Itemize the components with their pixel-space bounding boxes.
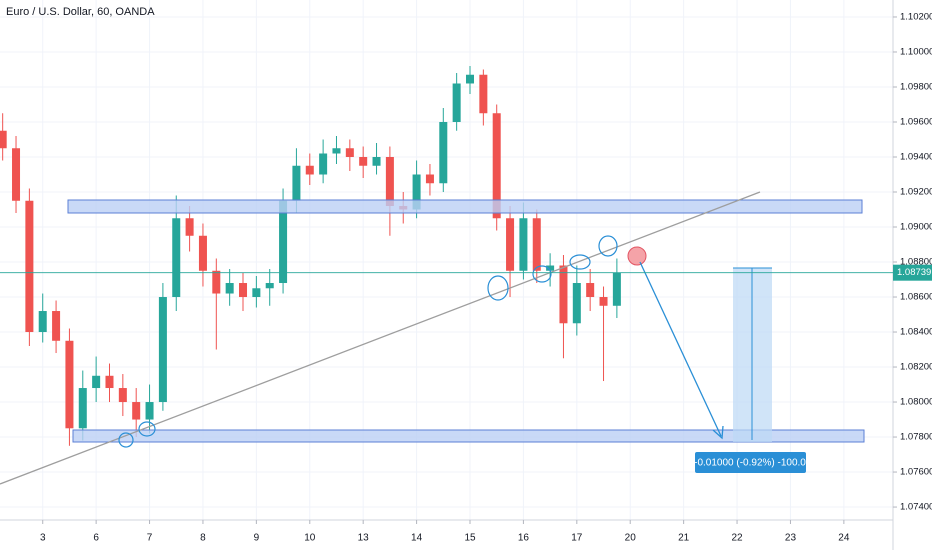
- y-tick-label: 1.10000: [900, 46, 932, 57]
- marker: [532, 265, 552, 283]
- marker: [138, 421, 156, 437]
- y-tick-label: 1.09200: [900, 187, 932, 198]
- candle-body: [225, 283, 234, 294]
- x-tick-label: 14: [411, 533, 423, 544]
- x-tick-label: 21: [678, 533, 690, 544]
- marker: [569, 254, 591, 270]
- candle-body: [212, 270, 221, 294]
- candle-body: [532, 218, 541, 271]
- candle-body: [385, 156, 394, 207]
- x-tick-label: 13: [358, 533, 370, 544]
- trend-line: [0, 191, 761, 485]
- x-tick-label: 9: [254, 533, 260, 544]
- candle-body: [372, 156, 381, 166]
- candle-body: [239, 283, 248, 298]
- target-circle: [627, 246, 647, 266]
- candle-body: [546, 265, 555, 271]
- candle-body: [132, 402, 141, 420]
- candle-body: [559, 265, 568, 324]
- candle-body: [12, 148, 21, 201]
- candle-body: [0, 130, 7, 149]
- x-tick-label: 23: [785, 533, 797, 544]
- candle-body: [185, 218, 194, 236]
- axes: 1.10200 1.10000 1.09800 1.09600 1.09400 1.092…: [0, 11, 932, 544]
- candle-body: [412, 174, 421, 210]
- last-price-box: [893, 264, 932, 281]
- candle-body: [586, 283, 595, 298]
- resistance-zone: [67, 199, 863, 214]
- y-tick-label: 1.07400: [900, 502, 932, 513]
- y-tick-label: 1.07800: [900, 432, 932, 443]
- candle-body: [279, 200, 288, 284]
- x-tick-label: 20: [625, 533, 637, 544]
- candle-body: [38, 311, 47, 333]
- candle-body: [452, 83, 461, 122]
- x-tick-label: 10: [304, 533, 316, 544]
- x-tick-label: 7: [147, 533, 153, 544]
- candle-body: [25, 200, 34, 333]
- candle-body: [439, 121, 448, 184]
- candle-body: [479, 74, 488, 114]
- measure-label-box: [695, 452, 806, 473]
- last-price-label: 1.08739: [897, 267, 931, 278]
- markers: [118, 235, 618, 448]
- candle-body: [359, 156, 368, 166]
- y-tick-label: 1.09600: [900, 117, 932, 128]
- y-tick-label: 1.08800: [900, 257, 932, 268]
- candle-body: [158, 297, 167, 403]
- candle-body: [252, 288, 261, 298]
- candle-body: [172, 218, 181, 298]
- candle-body: [92, 375, 101, 389]
- candle-body: [65, 340, 74, 429]
- y-tick-label: 1.08400: [900, 327, 932, 338]
- marker: [118, 432, 134, 448]
- candle-body: [612, 272, 621, 306]
- y-tick-label: 1.08200: [900, 362, 932, 373]
- candle-body: [305, 165, 314, 175]
- y-tick-label: 1.09800: [900, 82, 932, 93]
- candle-body: [465, 74, 475, 84]
- candle-body: [292, 165, 301, 201]
- x-tick-label: 17: [571, 533, 583, 544]
- candle-body: [519, 218, 528, 271]
- y-tick-label: 1.09000: [900, 222, 932, 233]
- candle-body: [145, 402, 154, 420]
- candle-body: [265, 283, 274, 289]
- candle-body: [332, 148, 341, 154]
- marker: [598, 235, 618, 257]
- chart-title: Euro / U.S. Dollar, 60, OANDA: [6, 6, 155, 18]
- x-tick-label: 16: [518, 533, 530, 544]
- y-tick-label: 1.10200: [900, 11, 932, 22]
- candle-body: [319, 153, 328, 175]
- candle-body: [118, 388, 127, 403]
- marker: [487, 275, 509, 301]
- x-tick-label: 8: [200, 533, 206, 544]
- candle-body: [198, 235, 207, 271]
- y-tick-label: 1.07600: [900, 467, 932, 478]
- x-tick-label: 15: [464, 533, 476, 544]
- candle-body: [506, 218, 515, 271]
- x-tick-label: 3: [40, 533, 46, 544]
- y-tick-label: 1.08600: [900, 292, 932, 303]
- candle-body: [52, 311, 61, 341]
- x-tick-label: 22: [731, 533, 743, 544]
- candle-body: [425, 174, 434, 184]
- x-tick-label: 24: [838, 533, 850, 544]
- measure-label: -0.01000 (-0.92%) -100.0: [694, 458, 806, 469]
- candle-body: [78, 388, 87, 429]
- x-tick-label: 6: [93, 533, 99, 544]
- y-tick-label: 1.08000: [900, 397, 932, 408]
- support-zone: [72, 429, 865, 443]
- candle-body: [105, 375, 114, 389]
- arrow-head: [712, 425, 724, 440]
- candle-body: [492, 113, 501, 219]
- candle-body: [599, 297, 608, 306]
- y-tick-label: 1.09400: [900, 152, 932, 163]
- candle-body: [345, 148, 354, 157]
- projection-arrow: [639, 261, 722, 437]
- candle-body: [572, 283, 581, 324]
